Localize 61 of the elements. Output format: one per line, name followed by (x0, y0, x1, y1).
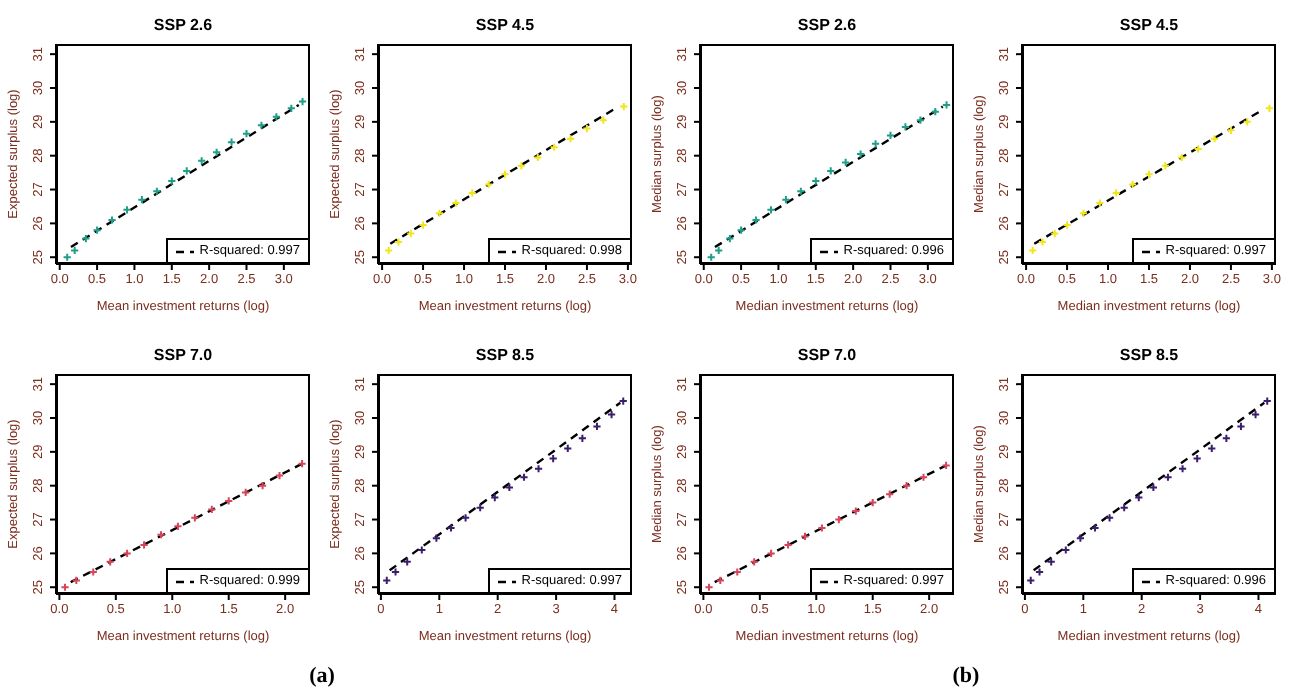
chart-title: SSP 4.5 (1117, 16, 1181, 34)
point (941, 100, 952, 110)
point (1090, 523, 1100, 533)
point (811, 176, 821, 186)
point (173, 521, 183, 531)
point (817, 523, 827, 533)
point (446, 523, 456, 533)
point (107, 215, 117, 225)
point (1034, 567, 1045, 577)
point (417, 545, 427, 555)
point (1193, 144, 1203, 154)
point (122, 205, 132, 215)
point (736, 225, 746, 235)
point (704, 582, 714, 592)
chart-title: SSP 7.0 (151, 346, 215, 364)
point (451, 198, 461, 208)
point (139, 540, 149, 550)
point (297, 459, 307, 469)
chart-title: SSP 2.6 (151, 16, 215, 34)
chart-title: SSP 4.5 (473, 16, 537, 34)
point (1061, 545, 1071, 555)
point (1144, 169, 1154, 179)
point (1037, 237, 1048, 247)
point (618, 396, 628, 406)
point (137, 195, 147, 205)
point (1262, 396, 1272, 406)
point (519, 472, 529, 482)
point (900, 122, 911, 132)
chart-title: SSP 8.5 (473, 346, 537, 364)
point (88, 567, 98, 577)
point (92, 225, 102, 235)
point (156, 530, 166, 540)
point (856, 149, 866, 159)
point (1062, 220, 1072, 230)
chart-title: SSP 8.5 (1117, 346, 1181, 364)
point (732, 567, 742, 577)
point (390, 567, 401, 577)
point (418, 220, 428, 230)
text: (b) (950, 664, 982, 688)
point (783, 540, 793, 550)
point (941, 460, 951, 470)
point (60, 582, 70, 592)
point (467, 188, 477, 198)
point (1226, 125, 1236, 135)
point (1111, 188, 1121, 198)
point (781, 195, 791, 205)
point (393, 237, 404, 247)
point (751, 215, 761, 225)
chart-title: SSP 2.6 (795, 16, 859, 34)
text: (a) (307, 664, 337, 688)
point (224, 496, 234, 506)
point (582, 124, 592, 134)
point (1095, 198, 1105, 208)
point (766, 205, 776, 215)
point (851, 506, 861, 516)
point (167, 176, 177, 186)
point (826, 166, 836, 176)
point (182, 166, 192, 176)
chart-title: SSP 7.0 (795, 346, 859, 364)
point (500, 169, 510, 179)
point (1163, 472, 1173, 482)
